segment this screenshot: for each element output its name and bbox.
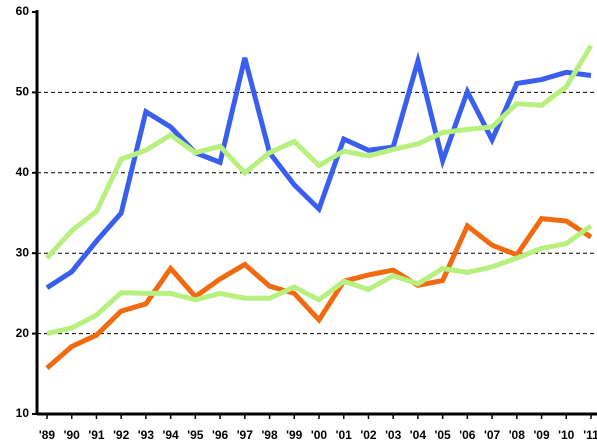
x-tick-label: '07 xyxy=(484,428,501,442)
x-tick-label: '95 xyxy=(187,428,204,442)
x-tick-label: '04 xyxy=(410,428,427,442)
y-tick-label: 30 xyxy=(16,245,30,259)
y-tick-label: 50 xyxy=(16,85,30,99)
y-tick-label: 40 xyxy=(16,165,30,179)
y-tick-label: 20 xyxy=(16,326,30,340)
x-tick-label: '90 xyxy=(64,428,81,442)
series-line xyxy=(46,223,593,337)
x-tick-label: '10 xyxy=(558,428,575,442)
x-tick-label: '01 xyxy=(336,428,353,442)
x-tick-label: '99 xyxy=(286,428,303,442)
x-tick-label: '09 xyxy=(533,428,550,442)
x-tick-label: '11 xyxy=(583,428,597,442)
x-tick-label: '98 xyxy=(261,428,278,442)
x-tick-label: '03 xyxy=(385,428,402,442)
x-tick-label: '93 xyxy=(138,428,155,442)
x-tick-label: '94 xyxy=(163,428,180,442)
x-tick-label: '06 xyxy=(459,428,476,442)
x-tick-label: '97 xyxy=(237,428,254,442)
y-tick-label: 10 xyxy=(16,406,30,420)
x-tick-label: '00 xyxy=(311,428,328,442)
x-tick-label: '08 xyxy=(509,428,526,442)
x-tick-label: '02 xyxy=(360,428,377,442)
series-line xyxy=(45,44,594,260)
x-tick-label: '91 xyxy=(88,428,105,442)
x-tick-label: '96 xyxy=(212,428,229,442)
y-tick-label: 60 xyxy=(16,4,30,18)
series-line xyxy=(45,215,593,371)
x-tick-label: '92 xyxy=(113,428,130,442)
x-tick-label: '89 xyxy=(39,428,56,442)
x-tick-label: '05 xyxy=(435,428,452,442)
